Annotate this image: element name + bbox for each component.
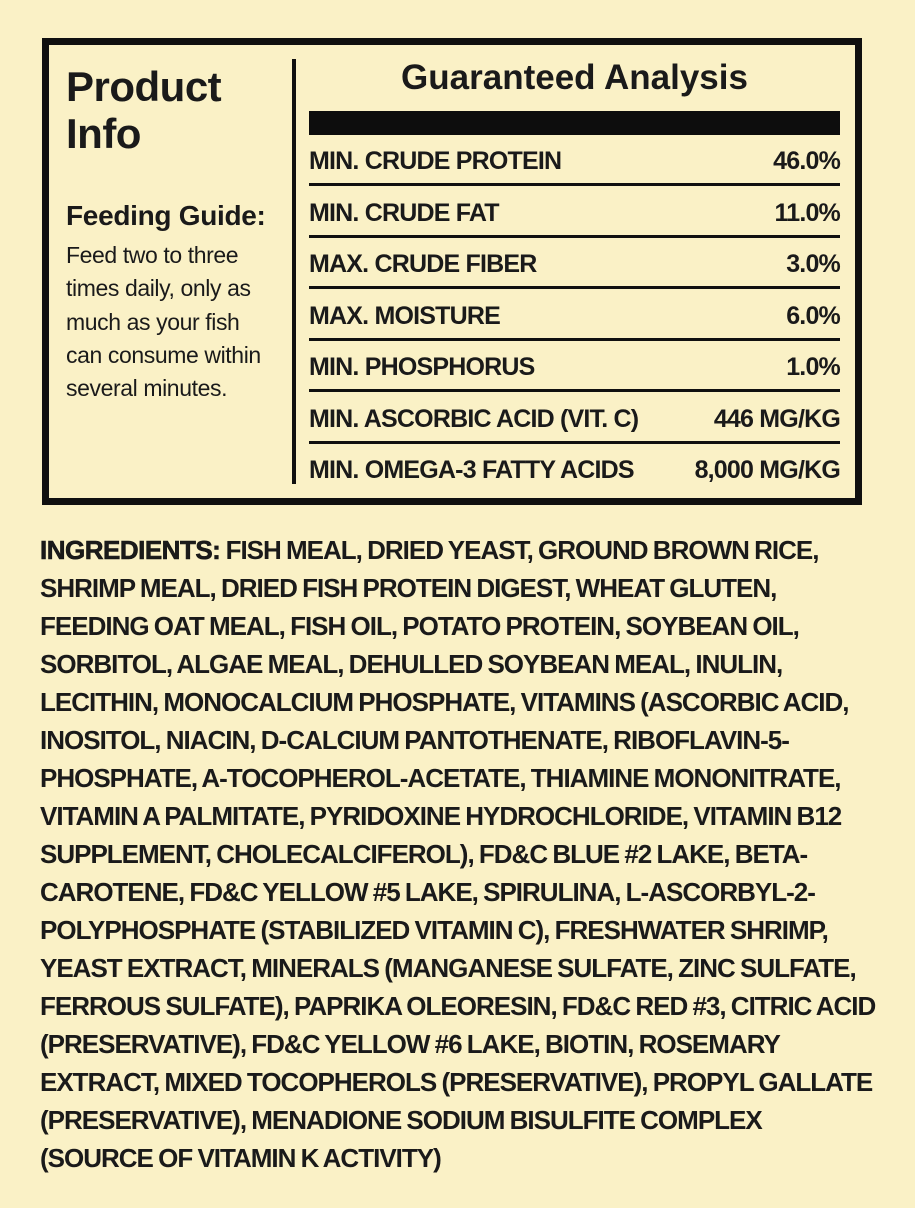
analysis-row-label: MIN. ASCORBIC ACID (VIT. C) xyxy=(309,404,639,433)
analysis-row-label: MIN. CRUDE FAT xyxy=(309,198,500,227)
guaranteed-analysis-title: Guaranteed Analysis xyxy=(401,58,748,97)
analysis-row: MAX. CRUDE FIBER 3.0% xyxy=(309,238,841,289)
guaranteed-analysis-panel: Guaranteed Analysis MIN. CRUDE PROTEIN 4… xyxy=(292,45,855,498)
analysis-row: MIN. ASCORBIC ACID (VIT. C) 446 MG/KG xyxy=(309,392,841,444)
feeding-guide-text: Feed two to three times daily, only as m… xyxy=(66,242,261,402)
ingredients-text: FISH MEAL, DRIED YEAST, GROUND BROWN RIC… xyxy=(40,535,876,1173)
analysis-row-label: MAX. CRUDE FIBER xyxy=(309,250,537,278)
analysis-row-value: 6.0% xyxy=(786,301,841,330)
analysis-row: MIN. CRUDE PROTEIN 46.0% xyxy=(309,135,841,186)
feeding-guide-heading: Feeding Guide: xyxy=(66,200,266,232)
analysis-table: MIN. CRUDE PROTEIN 46.0% MIN. CRUDE FAT … xyxy=(309,135,841,493)
analysis-row-label: MIN. CRUDE PROTEIN xyxy=(309,147,562,175)
ingredients-label: INGREDIENTS: xyxy=(40,535,221,566)
analysis-row-value: 8,000 MG/KG xyxy=(694,456,841,484)
ingredients-section: INGREDIENTS: FISH MEAL, DRIED YEAST, GRO… xyxy=(40,531,878,1177)
column-divider xyxy=(292,59,296,484)
analysis-row: MIN. CRUDE FAT 11.0% xyxy=(309,186,841,238)
product-info-title: Product Info xyxy=(66,63,222,158)
analysis-row: MAX. MOISTURE 6.0% xyxy=(309,289,841,341)
analysis-row-value: 3.0% xyxy=(786,250,841,278)
product-label-box: Product Info Feeding Guide: Feed two to … xyxy=(42,38,862,505)
analysis-row: MIN. OMEGA-3 FATTY ACIDS 8,000 MG/KG xyxy=(309,444,841,493)
analysis-row-label: MIN. PHOSPHORUS xyxy=(309,353,535,381)
analysis-header-bar xyxy=(309,110,840,135)
analysis-row-label: MIN. OMEGA-3 FATTY ACIDS xyxy=(309,456,635,484)
analysis-row-value: 446 MG/KG xyxy=(713,404,841,433)
analysis-row-value: 1.0% xyxy=(786,353,841,381)
analysis-row-value: 46.0% xyxy=(773,147,841,175)
analysis-row-label: MAX. MOISTURE xyxy=(309,301,501,330)
product-info-panel: Product Info Feeding Guide: Feed two to … xyxy=(49,45,292,498)
analysis-row-value: 11.0% xyxy=(774,198,840,227)
analysis-row: MIN. PHOSPHORUS 1.0% xyxy=(309,341,841,392)
